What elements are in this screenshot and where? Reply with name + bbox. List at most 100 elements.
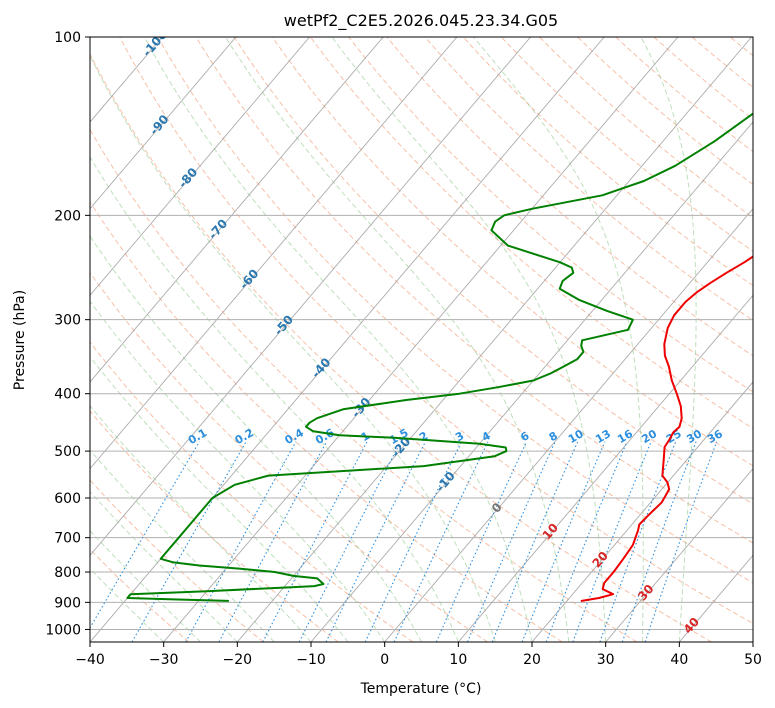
moist-adiabat bbox=[90, 54, 496, 642]
dry-adiabat bbox=[90, 53, 712, 642]
mixing-ratio-label: 36 bbox=[705, 427, 725, 446]
dry-adiabat bbox=[500, 37, 753, 252]
isotherm bbox=[752, 641, 753, 642]
isotherm bbox=[90, 37, 531, 557]
isotherm-label: -60 bbox=[237, 266, 262, 292]
isotherm bbox=[531, 381, 753, 642]
isotherm bbox=[384, 207, 753, 642]
plot-area: 0.1 0.2 0.4 0.6 1 1.5 2 3 4 6 8 10 13 16 20 25 30 36-100-… bbox=[90, 28, 753, 642]
y-axis-label: Pressure (hPa) bbox=[12, 290, 28, 390]
mixing-ratio-label: 0.6 bbox=[313, 426, 337, 447]
dry-adiabat bbox=[386, 37, 753, 357]
isotherm bbox=[605, 467, 753, 642]
mixing-ratio-label: 20 bbox=[639, 427, 659, 446]
moist-adiabat bbox=[90, 449, 275, 642]
isotherm bbox=[457, 294, 753, 642]
isotherm bbox=[163, 37, 679, 642]
dry-adiabat bbox=[653, 37, 753, 120]
isotherm-label: -80 bbox=[176, 165, 201, 191]
dry-adiabat bbox=[233, 37, 753, 505]
isotherm-label: 30 bbox=[635, 582, 657, 604]
dry-adiabat bbox=[462, 37, 753, 287]
x-tick-label: −10 bbox=[296, 652, 326, 668]
dry-adiabat bbox=[90, 271, 488, 642]
y-tick-label: 700 bbox=[54, 531, 81, 547]
x-tick-label: 30 bbox=[597, 652, 615, 668]
dry-adiabat bbox=[90, 201, 563, 642]
chart-title: wetPf2_C2E5.2026.045.23.34.G05 bbox=[284, 11, 558, 31]
dry-adiabat bbox=[539, 37, 753, 219]
temperature-profile bbox=[580, 255, 753, 602]
moist-adiabat bbox=[90, 567, 165, 642]
dry-adiabat bbox=[90, 410, 339, 642]
isotherm bbox=[678, 554, 753, 642]
x-tick-label: −30 bbox=[149, 652, 179, 668]
dry-adiabat bbox=[615, 37, 753, 153]
x-tick-label: 40 bbox=[670, 652, 688, 668]
mixing-ratio-line bbox=[185, 441, 297, 642]
isotherm-label: -50 bbox=[271, 313, 296, 339]
moist-adiabat bbox=[90, 530, 201, 642]
dry-adiabat bbox=[577, 37, 753, 185]
y-tick-label: 300 bbox=[54, 313, 81, 329]
x-axis-label: Temperature (°C) bbox=[360, 681, 482, 697]
moist-adiabat bbox=[90, 300, 386, 642]
y-tick-label: 800 bbox=[54, 565, 81, 581]
moist-adiabat bbox=[90, 156, 459, 642]
moist-adiabat bbox=[473, 37, 644, 642]
dry-adiabat bbox=[424, 37, 753, 321]
mixing-ratio-label: 13 bbox=[593, 427, 613, 446]
moist-adiabat bbox=[640, 37, 697, 642]
mixing-ratio-line bbox=[644, 441, 718, 642]
mixing-ratio-line bbox=[599, 441, 677, 642]
mixing-ratio-line bbox=[466, 441, 556, 642]
isotherm bbox=[90, 37, 237, 210]
isotherm-label: -100 bbox=[140, 28, 170, 60]
isotherm-label: 40 bbox=[681, 615, 703, 637]
mixing-ratio-label: 10 bbox=[566, 427, 586, 446]
mixing-ratio-line bbox=[262, 441, 368, 642]
mixing-ratio-line bbox=[298, 441, 402, 642]
dry-adiabat bbox=[119, 37, 753, 625]
dewpoint-profile bbox=[126, 112, 753, 602]
mixing-ratio-label: 0.4 bbox=[282, 426, 306, 447]
mixing-ratio-label: 16 bbox=[615, 427, 635, 446]
y-tick-label: 600 bbox=[54, 491, 81, 507]
y-tick-label: 900 bbox=[54, 595, 81, 611]
mixing-ratio-line bbox=[435, 441, 528, 642]
isotherm-label: -90 bbox=[147, 112, 172, 138]
isotherm bbox=[90, 37, 458, 470]
dry-adiabat bbox=[157, 37, 753, 584]
x-tick-label: 20 bbox=[523, 652, 541, 668]
x-tick-label: 50 bbox=[744, 652, 762, 668]
mixing-ratio-label: 0.1 bbox=[186, 426, 209, 447]
mixing-ratio-label: 8 bbox=[547, 429, 560, 444]
dry-adiabat bbox=[348, 37, 753, 393]
dry-adiabat bbox=[90, 479, 264, 642]
isotherm bbox=[90, 37, 310, 297]
isotherm-label: 20 bbox=[589, 549, 611, 571]
x-tick-label: −40 bbox=[75, 652, 105, 668]
mixing-ratio-line bbox=[491, 441, 579, 642]
mixing-ratio-label: 0.2 bbox=[233, 426, 256, 447]
isotherm bbox=[90, 37, 384, 383]
dry-adiabat bbox=[310, 37, 753, 429]
y-tick-label: 400 bbox=[54, 387, 81, 403]
moist-adiabat bbox=[143, 37, 533, 642]
moist-adiabat bbox=[90, 235, 422, 642]
isotherm-label: 0 bbox=[489, 500, 505, 515]
plot-frame bbox=[89, 36, 754, 643]
mixing-ratio-line bbox=[545, 441, 628, 642]
y-tick-label: 200 bbox=[54, 208, 81, 224]
isotherm bbox=[310, 121, 753, 642]
dry-adiabat bbox=[195, 37, 753, 544]
y-tick-label: 1000 bbox=[45, 622, 81, 638]
axes: −40 −30 −20 −10 0 10 20 30 40 5010020030040050060… bbox=[45, 30, 762, 668]
mixing-ratio-label: 6 bbox=[518, 429, 531, 444]
mixing-ratio-line bbox=[393, 441, 489, 642]
dry-adiabat bbox=[90, 128, 638, 642]
x-tick-label: 10 bbox=[449, 652, 467, 668]
dry-adiabat bbox=[90, 341, 414, 642]
moist-adiabat bbox=[90, 355, 349, 642]
mixing-ratio-line bbox=[621, 441, 697, 642]
